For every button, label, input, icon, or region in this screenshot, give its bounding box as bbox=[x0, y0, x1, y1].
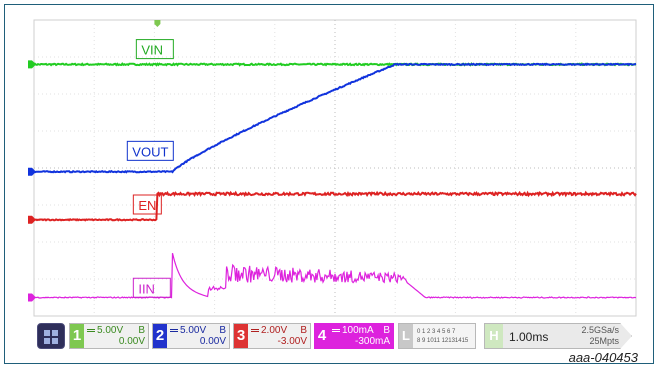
trace-label-vin: VIN bbox=[141, 43, 163, 58]
oscilloscope-screen: VIN VOUT EN IIN bbox=[28, 19, 637, 317]
trace-en bbox=[34, 190, 637, 222]
ground-marker-en bbox=[28, 215, 36, 224]
channel-3-number: 3 bbox=[234, 324, 248, 348]
time-per-div: 1.00ms bbox=[509, 330, 549, 344]
trace-label-box-vin bbox=[135, 39, 174, 60]
channel-1-scale: 5.00V bbox=[97, 325, 124, 336]
ground-marker-vin bbox=[28, 60, 36, 69]
logic-bits-row-2: 8 9 1011 12131415 bbox=[417, 338, 469, 344]
channel-1-number: 1 bbox=[70, 324, 84, 348]
channel-4-offset: -300mA bbox=[354, 336, 390, 347]
memory-depth: 25Mpts bbox=[589, 336, 619, 346]
logic-bits-row-1: 0 1 2 3 4 5 6 7 bbox=[417, 329, 456, 335]
channel-2-offset: 0.00V bbox=[199, 336, 226, 347]
timebase-readout[interactable]: H 1.00ms 2.5GSa/s 25Mpts bbox=[484, 323, 632, 349]
channel-1-readout[interactable]: 1 5.00V B 0.00V bbox=[69, 323, 149, 349]
dc-coupling-icon bbox=[87, 328, 95, 332]
trace-label-box-vout bbox=[126, 140, 174, 161]
channel-3-bw: B bbox=[300, 325, 307, 336]
channel-4-readout[interactable]: 4 100mA B -300mA bbox=[314, 323, 394, 349]
channel-4-scale: 100mA bbox=[342, 325, 374, 336]
trace-label-en: EN bbox=[138, 198, 156, 213]
channel-4-number: 4 bbox=[315, 324, 329, 348]
channel-3-scale: 2.00V bbox=[261, 325, 288, 336]
trace-label-iin: IIN bbox=[138, 281, 155, 296]
trigger-position-marker bbox=[154, 20, 161, 27]
logic-channels-readout[interactable]: L 0 1 2 3 4 5 6 7 8 9 1011 12131415 bbox=[398, 323, 476, 349]
trace-label-box-iin bbox=[132, 277, 171, 298]
channel-3-offset: -3.00V bbox=[277, 336, 307, 347]
figure-frame bbox=[4, 4, 654, 364]
channel-4-bw: B bbox=[383, 325, 390, 336]
trace-label-vout: VOUT bbox=[132, 144, 168, 159]
figure-caption: aaa-040453 bbox=[568, 350, 638, 365]
dc-coupling-icon bbox=[251, 328, 259, 332]
channel-2-readout[interactable]: 2 5.00V B 0.00V bbox=[152, 323, 230, 349]
logic-label: L bbox=[399, 324, 413, 348]
sample-rate: 2.5GSa/s bbox=[581, 325, 619, 335]
acquisition-info: 2.5GSa/s 25Mpts bbox=[571, 325, 619, 347]
channel-2-scale: 5.00V bbox=[180, 325, 207, 336]
channel-3-readout[interactable]: 3 2.00V B -3.00V bbox=[233, 323, 311, 349]
timebase-label: H bbox=[485, 324, 503, 348]
dc-coupling-icon bbox=[170, 328, 178, 332]
menu-grid-button[interactable] bbox=[37, 323, 65, 349]
trace-vout bbox=[33, 62, 637, 174]
channel-1-bw: B bbox=[138, 325, 145, 336]
channel-2-bw: B bbox=[219, 325, 226, 336]
channel-1-offset: 0.00V bbox=[118, 336, 145, 347]
dc-coupling-icon bbox=[332, 328, 340, 332]
ground-marker-iin bbox=[28, 293, 36, 302]
channel-2-number: 2 bbox=[153, 324, 167, 348]
trace-label-box-en bbox=[132, 194, 162, 215]
ground-marker-vout bbox=[28, 167, 36, 176]
